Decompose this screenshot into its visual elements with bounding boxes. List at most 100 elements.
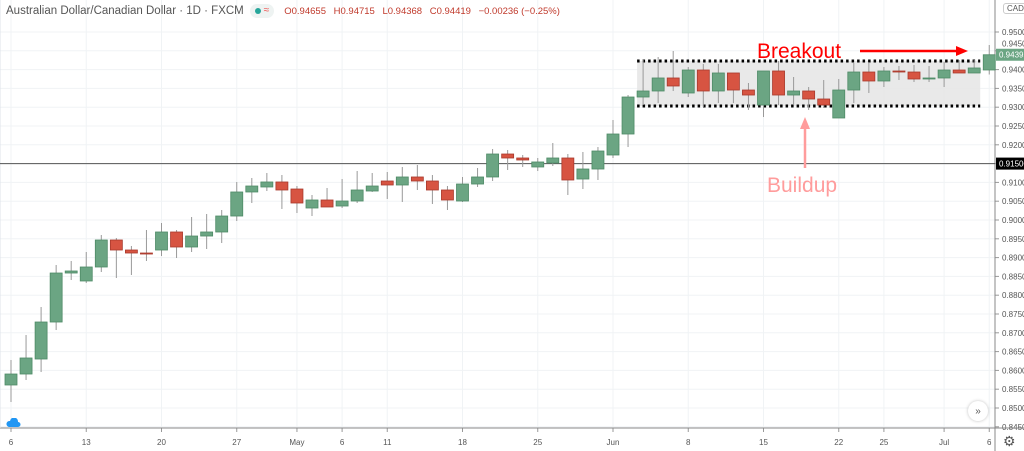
candle-body — [155, 231, 168, 251]
y-tick-label: 0.88000 — [1002, 291, 1024, 300]
x-tick-label: 13 — [82, 438, 91, 447]
x-tick-label: 6 — [987, 438, 992, 447]
candle-body — [696, 69, 710, 92]
candle — [711, 63, 725, 103]
candle-body — [290, 188, 304, 204]
ohlc-values: O0.94655 H0.94715 L0.94368 C0.94419 −0.0… — [284, 6, 565, 17]
y-tick-label: 0.86000 — [1002, 366, 1024, 375]
candle-body — [606, 133, 620, 156]
tradingview-cloud-logo-icon — [6, 418, 21, 427]
x-tick-label: Jun — [607, 438, 620, 447]
candle — [471, 167, 484, 187]
y-tick-label: 0.87000 — [1002, 329, 1024, 338]
candle — [230, 181, 244, 222]
candle — [49, 265, 63, 331]
candle — [907, 65, 921, 83]
breakout-label: Breakout — [757, 40, 841, 63]
candle — [4, 359, 18, 402]
candle — [365, 173, 379, 192]
x-tick-label: 25 — [879, 438, 888, 447]
y-tick-label: 0.94000 — [1002, 66, 1024, 75]
y-tick-label: 0.84500 — [1002, 423, 1024, 432]
candle — [742, 82, 755, 110]
x-tick-label: 8 — [686, 438, 691, 447]
candle — [215, 209, 229, 244]
x-tick-label: 11 — [383, 438, 392, 447]
candle — [832, 79, 846, 119]
candle — [486, 149, 500, 182]
candle — [155, 223, 168, 256]
x-tick-label: 6 — [9, 438, 14, 447]
candle — [757, 70, 770, 118]
candle-body — [516, 157, 530, 161]
low-value: L0.94368 — [382, 5, 423, 17]
candle — [666, 50, 680, 91]
y-tick-label: 0.92000 — [1002, 141, 1024, 150]
candle-body — [666, 77, 680, 87]
candle-body — [170, 231, 183, 248]
y-tick-label: 0.88500 — [1002, 272, 1024, 281]
candle — [802, 87, 816, 110]
candle — [125, 245, 138, 276]
y-tick-label: 0.91000 — [1002, 178, 1024, 187]
candle — [681, 67, 695, 98]
candle-body — [320, 199, 334, 208]
y-tick-label: 0.92500 — [1002, 122, 1024, 131]
candle — [937, 62, 951, 88]
candle — [19, 335, 33, 380]
candle-body — [817, 98, 831, 106]
symbol-title[interactable]: Australian Dollar/Canadian Dollar · 1D ·… — [6, 5, 244, 17]
candle-body — [651, 77, 665, 92]
open-value: O0.94655 — [284, 5, 326, 17]
settings-gear-icon[interactable]: ⚙ — [1003, 433, 1016, 449]
candle-body — [862, 71, 876, 82]
candle-body — [501, 153, 515, 159]
candle-body — [365, 185, 379, 192]
candle — [245, 178, 259, 204]
candle — [892, 65, 906, 81]
candle — [952, 60, 966, 74]
candle — [456, 176, 469, 202]
candle-body — [441, 189, 454, 201]
data-wave-icon: ≈ — [263, 5, 270, 16]
candle — [787, 77, 800, 105]
double-chevron-right-icon: » — [975, 405, 981, 417]
candle-body — [230, 191, 244, 217]
candle-body — [275, 181, 289, 191]
y-tick-label: 0.87500 — [1002, 310, 1024, 319]
candle-body — [410, 176, 424, 182]
candle — [621, 95, 635, 148]
candle-body — [877, 70, 891, 82]
candle — [34, 307, 48, 373]
candle-body — [425, 180, 439, 191]
candle — [922, 65, 936, 83]
candle-body — [711, 72, 725, 92]
candle — [576, 151, 590, 190]
candle-body — [215, 215, 229, 233]
candle — [877, 67, 891, 88]
candle-body — [576, 168, 590, 180]
y-tick-label: 0.90000 — [1002, 216, 1024, 225]
candle — [546, 142, 560, 167]
x-tick-label: 25 — [533, 438, 542, 447]
candle — [380, 171, 394, 199]
candle-body — [486, 153, 500, 178]
change-value: −0.00236 (−0.25%) — [478, 5, 560, 17]
candle-body — [681, 69, 695, 94]
currency-label[interactable]: CAD — [1003, 3, 1024, 14]
candle-body — [34, 321, 48, 360]
candle-body — [636, 90, 650, 98]
candle — [696, 63, 710, 108]
candle-body — [531, 161, 545, 168]
candle — [651, 57, 665, 103]
candle — [320, 188, 334, 208]
market-status-badge[interactable]: ≈ — [249, 4, 275, 18]
buildup-arrowhead-icon — [800, 117, 810, 129]
scroll-to-realtime-button[interactable]: » — [968, 401, 988, 421]
candle — [94, 235, 108, 273]
candle-body — [561, 157, 575, 181]
candle-body — [787, 90, 800, 96]
candle — [305, 194, 319, 217]
